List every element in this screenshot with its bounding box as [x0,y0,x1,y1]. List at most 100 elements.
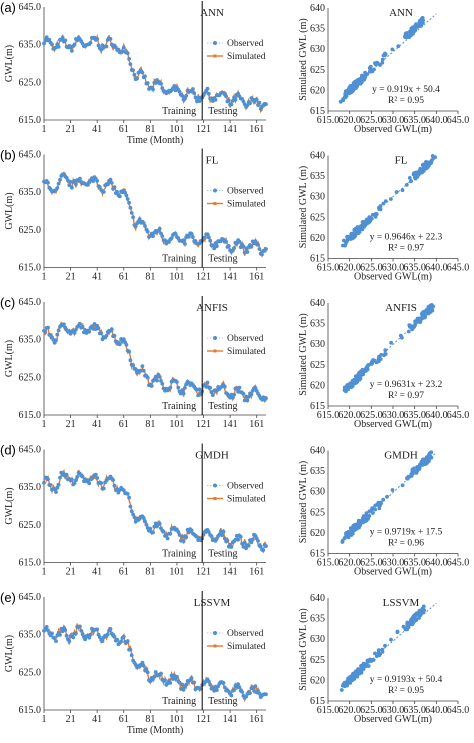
observed-point [159,671,163,676]
observed-point [214,688,219,692]
observed-point [70,49,74,53]
y-tick-label: 615.0 [19,558,42,569]
x-tick-label: 121 [196,124,211,135]
scatter-point [390,488,395,492]
legend-simulated: Simulated [227,642,266,652]
observed-point [46,325,50,330]
observed-point [224,239,229,244]
scatter-y-tick-label: 625 [310,507,325,518]
scatter-x-tick-label: 635.0 [403,115,426,126]
training-label: Training [162,549,196,560]
scatter-point [390,47,395,52]
observed-point [116,47,121,52]
observed-point [127,495,131,500]
observed-point [125,197,130,201]
observed-point [176,385,181,390]
scatter-point [413,614,417,619]
y-tick-label: 635.0 [19,630,42,641]
scatter-point [362,77,366,82]
legend-simulated: Simulated [227,200,266,210]
scatter-point [413,322,418,327]
observed-point [208,238,213,243]
observed-point [240,690,245,694]
scatter-point [363,369,368,373]
legend-marker-observed [213,188,217,193]
observed-point [206,91,211,96]
y-tick-label: 635.0 [19,335,42,346]
scatter-point [405,621,410,626]
x-tick-label: 161 [249,714,264,725]
observed-point [127,349,131,354]
observed-point [109,181,114,185]
observed-point [140,70,145,75]
scatter-point [419,608,423,613]
x-tick-label: 141 [223,714,238,725]
panel-label: (b) [0,148,16,163]
scatter-point [347,236,352,240]
scatter-title: ANFIS [385,302,417,314]
observed-point [95,627,100,632]
observed-point [209,534,214,538]
observed-point [180,682,185,687]
observed-point [54,490,58,494]
y-tick-label: 615.0 [19,263,42,274]
scatter-point [428,310,433,314]
y-tick-label: 615.0 [19,410,42,421]
observed-point [159,81,163,86]
scatter-point [363,70,367,75]
x-tick-label: 121 [196,714,211,725]
scatter-point [354,523,358,528]
observed-point [245,103,250,108]
y-tick-label: 635.0 [19,482,42,493]
observed-point [236,537,241,542]
r-squared: R² = 0.97 [388,244,424,254]
observed-point [50,631,54,636]
scatter-point [349,90,354,95]
scatter-point [377,506,382,511]
testing-label: Testing [208,106,237,117]
scatter-y-tick-label: 630 [310,192,325,203]
observed-point [145,229,150,234]
observed-point [196,393,201,398]
observed-point [143,519,147,524]
scatter-point [341,98,346,103]
observed-point [236,682,241,687]
scatter-title: ANN [389,7,413,19]
observed-point [109,327,114,332]
observed-point [80,325,85,329]
scatter-x-tick-label: 635.0 [403,263,426,274]
observed-point [252,688,256,693]
observed-point [151,234,155,239]
observed-point [160,234,165,239]
scatter-y-axis-label: Simulated GWL (m) [298,461,309,543]
observed-point [244,546,249,551]
observed-point [256,242,260,247]
observed-point [121,488,126,493]
scatter-y-tick-label: 625 [310,360,325,371]
observed-point [189,676,194,681]
x-tick-label: 141 [223,124,238,135]
scatter-x-axis-label: Observed GWL(m) [354,272,432,283]
observed-point [70,477,74,482]
scatter-point [419,16,424,21]
observed-point [74,182,78,187]
observed-point [115,637,119,642]
scatter-x-tick-label: 620.0 [338,705,361,716]
scatter-point [373,503,378,508]
observed-point [131,363,136,368]
legend-observed: Observed [227,187,264,197]
training-label: Training [162,106,196,117]
scatter-y-axis-label: Simulated GWL (m) [298,166,309,248]
scatter-point [367,509,372,514]
scatter-point [407,323,412,328]
observed-point [213,241,218,246]
observed-point [144,667,149,672]
observed-point [192,680,197,685]
scatter-point [357,525,361,530]
scatter-y-tick-label: 620 [310,85,325,96]
observed-point [233,537,238,542]
scatter-x-axis-label: Observed GWL(m) [354,714,432,725]
observed-point [133,367,138,372]
panel-label: (a) [0,0,16,15]
